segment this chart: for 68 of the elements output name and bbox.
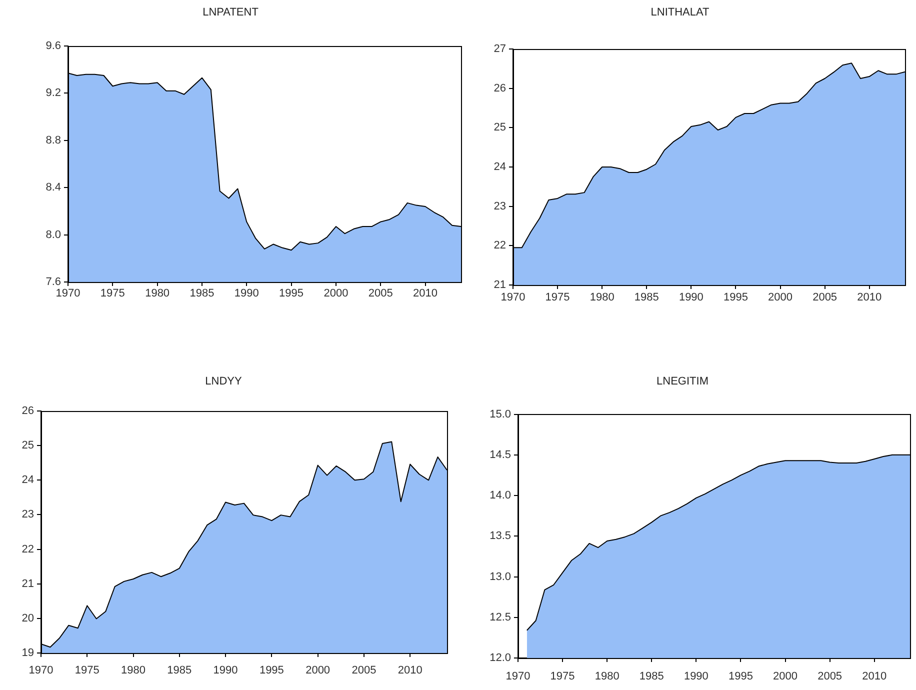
y-tick-label: 22: [494, 240, 506, 252]
x-tick-label: 2005: [818, 670, 842, 683]
y-tick-label: 9.6: [46, 40, 61, 52]
y-tick-label: 24: [22, 474, 34, 486]
chart-title: LNITHALAT: [650, 6, 710, 19]
x-tick-label: 2005: [368, 288, 393, 300]
y-tick-label: 24: [494, 161, 506, 174]
y-tick-label: 25: [22, 440, 34, 452]
x-tick-label: 1975: [550, 670, 575, 683]
chart-title: LNEGITIM: [656, 376, 708, 388]
y-tick-label: 19: [22, 647, 34, 660]
x-tick-label: 1985: [190, 288, 214, 300]
y-tick-label: 12.0: [490, 652, 511, 664]
x-tick-label: 1985: [634, 292, 659, 304]
y-tick-label: 9.2: [46, 87, 61, 100]
x-tick-label: 1990: [678, 292, 704, 304]
x-tick-label: 2005: [352, 664, 376, 677]
y-tick-label: 8.0: [46, 228, 61, 241]
y-tick-label: 12.5: [490, 611, 511, 624]
x-tick-label: 1985: [167, 664, 192, 677]
y-tick-label: 27: [494, 43, 506, 56]
x-tick-label: 1980: [594, 670, 620, 683]
x-tick-label: 1980: [590, 292, 614, 304]
y-tick-label: 26: [22, 405, 34, 418]
y-tick-label: 14.5: [490, 448, 511, 461]
x-tick-label: 2000: [768, 292, 793, 304]
y-tick-label: 13.5: [490, 530, 511, 542]
x-tick-label: 1970: [506, 670, 530, 683]
y-tick-label: 22: [22, 543, 34, 556]
chart-title: LNPATENT: [202, 6, 259, 19]
y-tick-label: 20: [22, 612, 34, 624]
y-tick-label: 14.0: [490, 490, 511, 502]
x-tick-label: 2010: [398, 664, 422, 677]
y-tick-label: 8.8: [46, 134, 61, 146]
x-tick-label: 1995: [723, 292, 748, 304]
x-tick-label: 1995: [728, 670, 753, 683]
y-tick-label: 21: [494, 279, 506, 292]
y-tick-label: 26: [494, 82, 506, 94]
x-tick-label: 1975: [545, 292, 570, 304]
y-tick-label: 8.4: [46, 182, 61, 194]
x-tick-label: 1975: [100, 288, 125, 300]
x-tick-label: 1985: [639, 670, 664, 683]
x-tick-label: 1990: [684, 670, 708, 683]
y-tick-label: 15.0: [490, 408, 511, 420]
x-tick-label: 2000: [773, 670, 798, 683]
x-tick-label: 1970: [56, 288, 80, 300]
y-tick-label: 21: [22, 578, 34, 590]
chart-title: LNDYY: [205, 376, 242, 388]
x-tick-label: 1970: [500, 292, 526, 304]
x-tick-label: 2010: [857, 292, 882, 304]
x-tick-label: 2000: [306, 664, 330, 677]
y-tick-label: 23: [494, 200, 506, 212]
x-tick-label: 2000: [324, 288, 348, 300]
x-tick-label: 2005: [812, 292, 838, 304]
x-tick-label: 1995: [259, 664, 284, 677]
x-tick-label: 1990: [234, 288, 259, 300]
y-tick-label: 13.0: [490, 570, 511, 583]
x-tick-label: 2010: [862, 670, 887, 683]
y-tick-label: 25: [494, 122, 506, 134]
x-tick-label: 1975: [74, 664, 100, 677]
x-tick-label: 1995: [279, 288, 304, 300]
y-tick-label: 7.6: [46, 276, 61, 288]
x-tick-label: 1980: [121, 664, 146, 677]
x-tick-label: 1990: [213, 664, 238, 677]
y-tick-label: 23: [22, 508, 34, 521]
x-tick-label: 1980: [145, 288, 170, 300]
x-tick-label: 2010: [413, 288, 438, 300]
x-tick-label: 1970: [28, 664, 54, 677]
